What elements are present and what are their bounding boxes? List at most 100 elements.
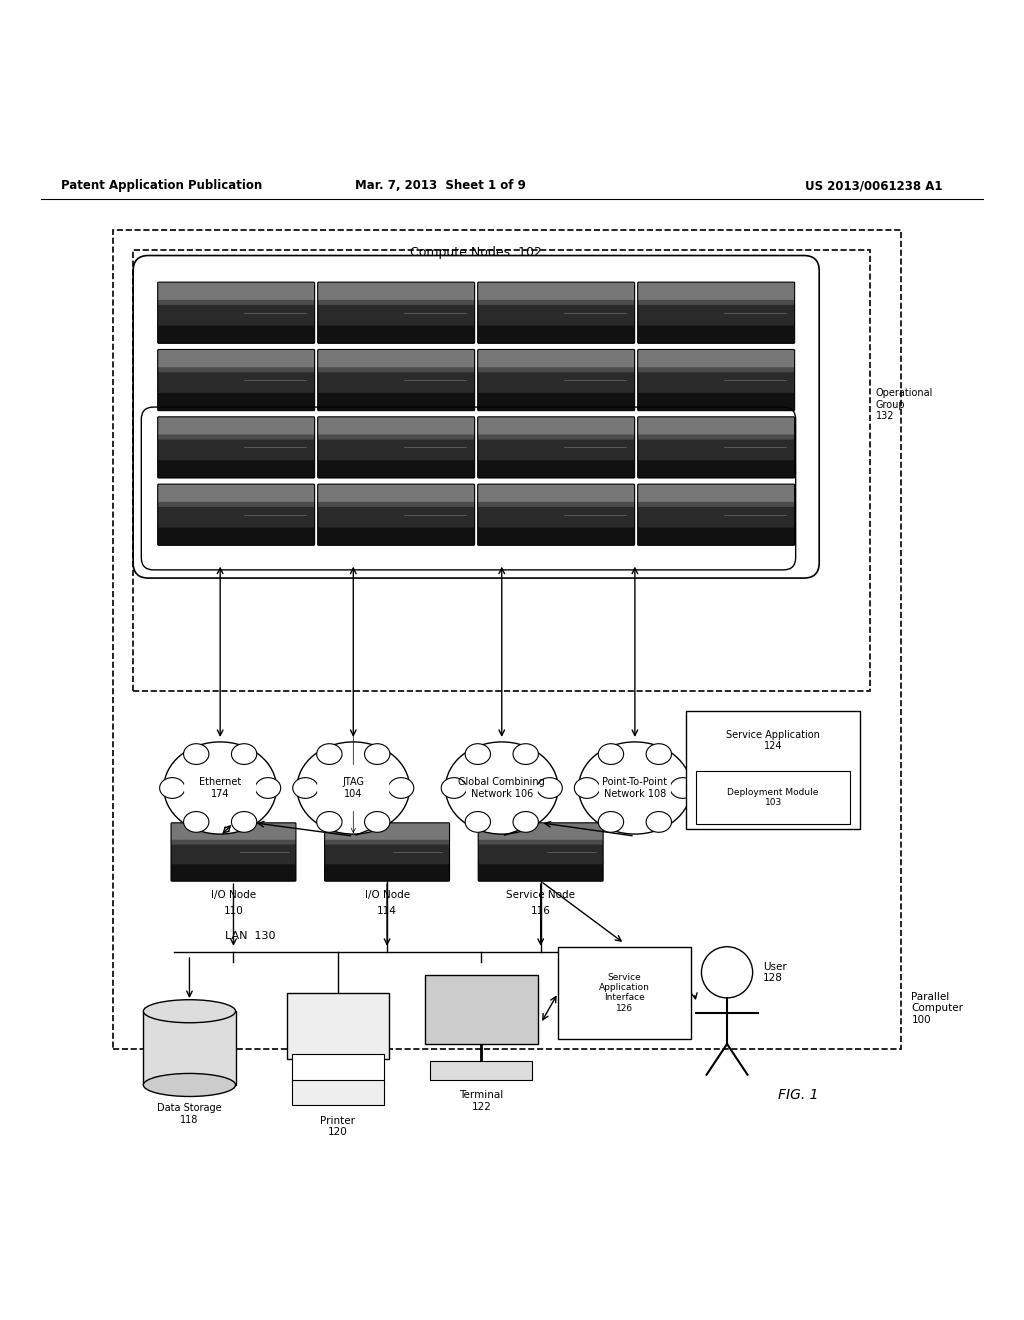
FancyBboxPatch shape [325,859,450,882]
FancyBboxPatch shape [317,523,475,545]
Ellipse shape [255,777,281,799]
Text: 116: 116 [530,906,551,916]
Text: I/O Node: I/O Node [211,891,256,900]
FancyBboxPatch shape [158,484,314,507]
FancyBboxPatch shape [158,367,314,393]
FancyBboxPatch shape [158,350,314,372]
Ellipse shape [513,743,539,764]
Ellipse shape [441,777,467,799]
FancyBboxPatch shape [638,282,795,305]
FancyBboxPatch shape [477,417,635,440]
Ellipse shape [365,812,390,833]
Ellipse shape [231,743,257,764]
Text: Service Node: Service Node [506,891,575,900]
Text: Service Application
124: Service Application 124 [726,730,820,751]
Text: 114: 114 [377,906,397,916]
Bar [292,1055,384,1085]
Ellipse shape [164,742,276,834]
Text: Patent Application Publication: Patent Application Publication [61,180,263,193]
Text: I/O Node: I/O Node [365,891,410,900]
Ellipse shape [316,766,390,810]
FancyBboxPatch shape [638,367,795,393]
Ellipse shape [598,766,672,810]
Ellipse shape [316,743,342,764]
Bar [686,711,860,829]
FancyBboxPatch shape [638,455,795,478]
Ellipse shape [574,777,600,799]
FancyBboxPatch shape [478,840,603,865]
FancyBboxPatch shape [158,523,314,545]
FancyBboxPatch shape [638,484,795,507]
Text: Mar. 7, 2013  Sheet 1 of 9: Mar. 7, 2013 Sheet 1 of 9 [355,180,525,193]
FancyBboxPatch shape [317,367,475,393]
FancyBboxPatch shape [477,484,635,507]
Ellipse shape [143,1073,236,1097]
Ellipse shape [598,812,624,833]
Ellipse shape [465,766,539,810]
Ellipse shape [183,743,209,764]
FancyBboxPatch shape [317,484,475,507]
Text: Parallel
Computer
100: Parallel Computer 100 [911,991,964,1024]
Bar [696,771,850,824]
Ellipse shape [465,812,490,833]
FancyBboxPatch shape [638,417,795,440]
Circle shape [701,946,753,998]
FancyBboxPatch shape [477,502,635,528]
Text: Printer
120: Printer 120 [321,1115,355,1138]
FancyBboxPatch shape [171,840,296,865]
Bar [430,1061,532,1080]
FancyBboxPatch shape [158,417,314,440]
Text: FIG. 1: FIG. 1 [778,1088,819,1102]
Text: Global Combining
Network 106: Global Combining Network 106 [459,777,545,799]
Text: Deployment Module
103: Deployment Module 103 [727,788,819,807]
Ellipse shape [316,812,342,833]
FancyBboxPatch shape [317,502,475,528]
FancyBboxPatch shape [171,859,296,882]
Bar [143,1011,236,1085]
FancyBboxPatch shape [478,859,603,882]
Bar [287,993,389,1060]
FancyBboxPatch shape [478,822,603,845]
FancyBboxPatch shape [325,840,450,865]
FancyBboxPatch shape [477,434,635,461]
FancyBboxPatch shape [158,388,314,411]
FancyBboxPatch shape [477,300,635,326]
FancyBboxPatch shape [317,321,475,343]
FancyBboxPatch shape [477,321,635,343]
Ellipse shape [670,777,695,799]
Ellipse shape [143,999,236,1023]
FancyBboxPatch shape [638,434,795,461]
FancyBboxPatch shape [158,300,314,326]
Ellipse shape [183,766,257,810]
FancyBboxPatch shape [171,822,296,845]
FancyBboxPatch shape [317,282,475,305]
Ellipse shape [183,812,209,833]
FancyBboxPatch shape [325,822,450,845]
FancyBboxPatch shape [638,502,795,528]
Ellipse shape [537,777,562,799]
FancyBboxPatch shape [477,367,635,393]
FancyBboxPatch shape [317,350,475,372]
Ellipse shape [293,777,318,799]
Text: 110: 110 [223,906,244,916]
FancyBboxPatch shape [638,388,795,411]
Text: Service
Application
Interface
126: Service Application Interface 126 [599,973,650,1012]
Ellipse shape [598,743,624,764]
FancyBboxPatch shape [317,434,475,461]
Text: LAN  130: LAN 130 [225,932,275,941]
Text: US 2013/0061238 A1: US 2013/0061238 A1 [805,180,942,193]
Text: JTAG
104: JTAG 104 [342,777,365,799]
Ellipse shape [646,812,672,833]
FancyBboxPatch shape [158,502,314,528]
Ellipse shape [646,743,672,764]
FancyBboxPatch shape [477,282,635,305]
FancyBboxPatch shape [158,321,314,343]
FancyBboxPatch shape [477,455,635,478]
FancyBboxPatch shape [158,434,314,461]
Ellipse shape [445,742,558,834]
FancyBboxPatch shape [317,417,475,440]
Bar [113,230,901,1049]
Text: Terminal
122: Terminal 122 [459,1090,504,1111]
Ellipse shape [297,742,410,834]
Text: Compute Nodes  102: Compute Nodes 102 [411,246,542,259]
